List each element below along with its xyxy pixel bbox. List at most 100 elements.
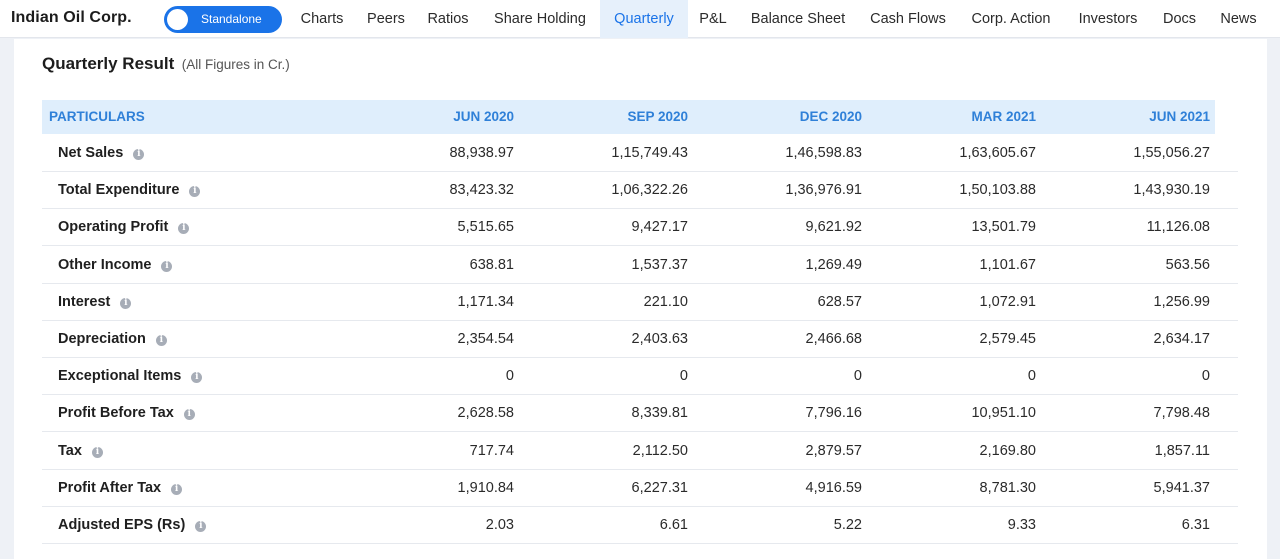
table-cell: 1,50,103.88 — [959, 182, 1036, 199]
table-row: Tax i 717.74 2,112.50 2,879.57 2,169.80 1,857.… — [42, 433, 1238, 470]
toggle-knob — [167, 9, 188, 30]
table-cell: 11,126.08 — [1146, 219, 1210, 236]
row-label: Exceptional Items i — [58, 358, 203, 395]
table-cell: 1,072.91 — [979, 293, 1036, 310]
tab-docs[interactable]: Docs — [1162, 11, 1197, 27]
table-cell: 0 — [1027, 368, 1036, 385]
table-cell: 2,403.63 — [631, 331, 688, 347]
section-heading: Quarterly Result (All Figures in Cr.) — [42, 54, 290, 74]
row-label: Tax i — [58, 433, 103, 470]
tab-charts[interactable]: Charts — [300, 11, 344, 27]
table-cell: 5,515.65 — [457, 219, 514, 236]
info-icon[interactable]: i — [189, 186, 201, 198]
table-cell: 0 — [853, 368, 862, 385]
standalone-toggle[interactable]: Standalone — [164, 6, 282, 33]
table-cell: 1,857.11 — [1154, 442, 1210, 459]
row-label-text: Net Sales — [58, 145, 124, 161]
table-cell: 1,63,605.67 — [959, 145, 1036, 161]
tab-balance-sheet[interactable]: Balance Sheet — [750, 11, 846, 27]
table-cell: 0 — [1201, 368, 1210, 385]
table-row: Depreciation i 2,354.54 2,403.63 2,466.68 2,5… — [42, 321, 1238, 358]
table-row: Other Income i 638.81 1,537.37 1,269.49 1,101… — [42, 247, 1238, 284]
table-row: Net Sales i 88,938.97 1,15,749.43 1,46,598.8… — [42, 135, 1238, 172]
row-label-text: Other Income — [58, 256, 152, 273]
table-header: PARTICULARS JUN 2020 SEP 2020 DEC 2020 MAR 2… — [42, 100, 1215, 134]
table-cell: 2,169.80 — [979, 442, 1036, 459]
table-cell: 221.10 — [643, 293, 688, 310]
table-cell: 0 — [505, 368, 514, 385]
info-icon[interactable]: i — [155, 335, 167, 346]
column-header-period: JUN 2021 — [1149, 109, 1210, 124]
info-icon[interactable]: i — [133, 149, 145, 160]
info-icon[interactable]: i — [91, 446, 103, 458]
tab-p-l[interactable]: P&L — [699, 11, 727, 27]
info-icon[interactable]: i — [120, 297, 132, 309]
tab-investors[interactable]: Investors — [1078, 11, 1138, 27]
table-cell: 628.57 — [817, 293, 862, 310]
column-header-period: MAR 2021 — [971, 109, 1036, 124]
tab-share-holding[interactable]: Share Holding — [494, 11, 586, 27]
info-icon[interactable]: i — [191, 372, 203, 384]
table-cell: 6.61 — [659, 517, 688, 533]
row-label: Interest i — [58, 284, 132, 321]
tab-corp-action[interactable]: Corp. Action — [971, 11, 1051, 27]
table-cell: 1,15,749.43 — [611, 145, 688, 161]
info-icon[interactable]: i — [161, 260, 173, 272]
table-cell: 6.31 — [1181, 517, 1210, 533]
row-label: Depreciation i — [58, 321, 167, 358]
table-cell: 4,916.59 — [805, 479, 862, 496]
table-cell: 717.74 — [469, 442, 514, 459]
table-cell: 1,101.67 — [979, 256, 1036, 273]
row-label: Profit After Tax i — [58, 470, 183, 507]
table-cell: 9,621.92 — [805, 219, 862, 236]
table-cell: 2,466.68 — [805, 331, 862, 347]
table-cell: 2,112.50 — [632, 442, 688, 459]
table-cell: 1,43,930.19 — [1133, 182, 1210, 199]
table-cell: 83,423.32 — [449, 182, 514, 199]
table-cell: 1,269.49 — [805, 256, 862, 273]
column-header-period: JUN 2020 — [453, 109, 514, 124]
table-cell: 5.22 — [833, 517, 862, 533]
info-icon[interactable]: i — [178, 223, 190, 235]
table-cell: 5,941.37 — [1153, 479, 1210, 496]
row-label-text: Exceptional Items — [58, 368, 182, 385]
table-row: Profit After Tax i 1,910.84 6,227.31 4,916.5… — [42, 470, 1238, 507]
tab-news[interactable]: News — [1220, 11, 1257, 27]
table-row: Interest i 1,171.34 221.10 628.57 1,072.91 1,2… — [42, 284, 1238, 321]
info-icon[interactable]: i — [195, 521, 207, 532]
table-cell: 88,938.97 — [449, 145, 514, 161]
table-cell: 9,427.17 — [631, 219, 688, 236]
table-cell: 0 — [679, 368, 688, 385]
table-row: Exceptional Items i 0 0 0 0 0 — [42, 358, 1238, 396]
table-cell: 2,579.45 — [979, 331, 1036, 347]
table-cell: 6,227.31 — [631, 479, 688, 496]
row-label: Adjusted EPS (Rs) i — [58, 507, 207, 544]
table-cell: 13,501.79 — [971, 219, 1036, 236]
row-label-text: Profit Before Tax — [58, 405, 174, 422]
table-row: Profit Before Tax i 2,628.58 8,339.81 7,796.… — [42, 395, 1238, 433]
tab-peers[interactable]: Peers — [367, 11, 405, 27]
row-label-text: Interest — [58, 293, 111, 310]
table-cell: 1,537.37 — [631, 256, 688, 273]
table-cell: 638.81 — [469, 256, 514, 273]
row-label: Profit Before Tax i — [58, 395, 195, 432]
row-label-text: Total Expenditure — [58, 182, 180, 199]
table-cell: 1,46,598.83 — [785, 145, 862, 161]
table-cell: 2,879.57 — [805, 442, 862, 459]
table-cell: 2.03 — [485, 517, 514, 533]
toggle-label: Standalone — [201, 12, 262, 26]
tab-cash-flows[interactable]: Cash Flows — [870, 11, 946, 27]
section-subtitle: (All Figures in Cr.) — [181, 57, 290, 72]
row-label: Operating Profit i — [58, 209, 190, 246]
column-header-particulars: PARTICULARS — [49, 109, 145, 124]
top-navbar: Indian Oil Corp. Standalone Charts Peers R… — [0, 0, 1280, 38]
table-cell: 2,634.17 — [1153, 331, 1210, 347]
column-header-period: SEP 2020 — [627, 109, 688, 124]
info-icon[interactable]: i — [183, 409, 195, 421]
section-title: Quarterly Result — [42, 54, 175, 73]
table-cell: 563.56 — [1165, 256, 1210, 273]
tab-quarterly[interactable]: Quarterly — [600, 0, 688, 38]
info-icon[interactable]: i — [171, 483, 183, 495]
tab-ratios[interactable]: Ratios — [427, 11, 469, 27]
row-label: Net Sales i — [58, 135, 145, 172]
